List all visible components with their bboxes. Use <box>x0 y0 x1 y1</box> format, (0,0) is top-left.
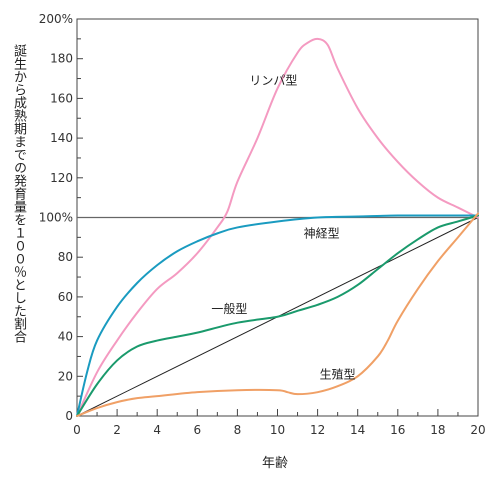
x-tick-label: 20 <box>470 423 485 437</box>
y-tick-label: 100% <box>39 211 73 225</box>
x-tick-label: 8 <box>234 423 242 437</box>
x-tick-label: 10 <box>270 423 285 437</box>
y-tick-label: 60 <box>58 290 73 304</box>
x-tick-label: 2 <box>113 423 121 437</box>
series-line-3 <box>76 212 479 417</box>
y-axis-label: 誕生から成熟期までの発育量を１００％とした割合 <box>11 44 26 343</box>
series-line-1 <box>76 214 479 417</box>
y-tick-label: 120 <box>50 171 73 185</box>
x-tick-label: 6 <box>193 423 201 437</box>
y-tick-label: 140 <box>50 131 73 145</box>
series-line-0 <box>76 37 479 417</box>
y-tick-label: 0 <box>65 409 73 423</box>
x-tick-label: 4 <box>153 423 161 437</box>
series-line-2 <box>76 214 479 417</box>
y-tick-label: 200% <box>39 12 73 26</box>
series-annotation-2: 一般型 <box>211 301 247 316</box>
x-axis-label: 年齢 <box>262 456 289 471</box>
y-tick-label: 80 <box>58 250 73 264</box>
y-tick-label: 20 <box>58 369 73 383</box>
y-tick-label: 180 <box>50 52 73 66</box>
x-tick-label: 12 <box>310 423 325 437</box>
x-tick-label: 16 <box>390 423 405 437</box>
x-tick-label: 14 <box>350 423 365 437</box>
series-annotation-0: リンパ型 <box>249 74 297 88</box>
series-annotation-3: 生殖型 <box>320 366 356 381</box>
x-tick-label: 0 <box>73 423 81 437</box>
y-tick-label: 160 <box>50 91 73 105</box>
x-tick-label: 18 <box>430 423 445 437</box>
y-tick-label: 40 <box>58 330 73 344</box>
series-annotation-1: 神経型 <box>304 226 340 240</box>
